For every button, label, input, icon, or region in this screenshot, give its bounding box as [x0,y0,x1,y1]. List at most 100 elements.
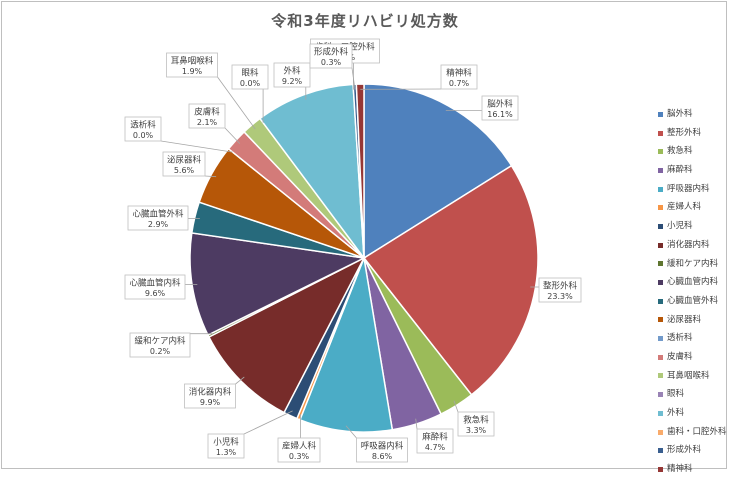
legend-label: 泌尿器科 [667,311,701,330]
data-label-percent: 2.9% [148,220,169,229]
legend-item-8: 消化器内科 [658,236,727,255]
legend-label: 歯科・口腔外科 [667,423,727,442]
legend-swatch [658,131,663,136]
data-label-name: 小児科 [213,437,239,448]
data-label-percent: 23.3% [547,292,573,301]
legend-swatch [658,392,663,397]
data-label-percent: 0.3% [289,452,310,461]
legend-swatch [658,373,663,378]
legend-item-5: 呼吸器内科 [658,180,727,199]
legend-item-12: 泌尿器科 [658,311,727,330]
data-label-name: 眼科 [241,68,259,79]
legend-item-19: 形成外科 [658,441,727,460]
legend-swatch [658,168,663,173]
legend-swatch [658,336,663,341]
data-label-percent: 8.6% [372,452,393,461]
legend-label: 眼科 [667,385,684,404]
data-label-name: 外科 [283,66,301,77]
legend-label: 精神科 [667,460,693,479]
legend-item-9: 緩和ケア内科 [658,255,727,274]
legend-swatch [658,224,663,229]
chart-legend: 脳外科整形外科救急科麻酔科呼吸器内科産婦人科小児科消化器内科緩和ケア内科心臓血管… [658,105,727,479]
legend-label: 小児科 [667,217,693,236]
data-label-name: 心臓血管内科 [129,278,181,289]
data-label-16: 眼科0.0% [232,65,268,89]
legend-swatch [658,187,663,192]
legend-item-3: 救急科 [658,142,727,161]
data-label-name: 皮膚科 [194,107,220,118]
legend-item-10: 心臓血管内科 [658,273,727,292]
data-label-name: 救急科 [463,415,489,426]
legend-item-1: 脳外科 [658,105,727,124]
legend-item-15: 耳鼻咽喉科 [658,367,727,386]
legend-item-20: 精神科 [658,460,727,479]
legend-swatch [658,448,663,453]
legend-item-13: 透析科 [658,329,727,348]
data-label-percent: 9.6% [145,289,166,298]
data-label-name: 泌尿器科 [167,155,202,166]
data-label-percent: 4.7% [425,443,446,452]
legend-item-6: 産婦人科 [658,198,727,217]
legend-swatch [658,411,663,416]
legend-item-2: 整形外科 [658,124,727,143]
legend-item-4: 麻酔科 [658,161,727,180]
legend-swatch [658,430,663,435]
legend-label: 心臓血管内科 [667,273,718,292]
data-label-percent: 0.3% [321,58,342,67]
legend-swatch [658,112,663,117]
data-label-name: 脳外科 [487,99,513,110]
legend-label: 透析科 [667,329,693,348]
data-label-17: 外科9.2% [274,63,310,87]
data-label-name: 麻酔科 [422,432,448,443]
data-label-percent: 2.1% [197,118,218,127]
legend-label: 産婦人科 [667,198,701,217]
data-label-percent: 0.7% [449,79,470,88]
legend-item-18: 歯科・口腔外科 [658,423,727,442]
data-label-name: 呼吸器内科 [361,441,404,452]
legend-label: 皮膚科 [667,348,693,367]
legend-label: 心臓血管外科 [667,292,718,311]
legend-label: 整形外科 [667,124,701,143]
data-label-name: 透析科 [130,120,156,131]
data-label-name: 整形外科 [543,281,578,292]
legend-item-11: 心臓血管外科 [658,292,727,311]
data-label-percent: 3.3% [466,426,487,435]
legend-swatch [658,467,663,472]
legend-label: 形成外科 [667,441,701,460]
leader-line-14 [225,128,240,144]
data-label-name: 消化器内科 [189,387,232,398]
legend-label: 麻酔科 [667,161,693,180]
data-label-percent: 9.2% [282,77,303,86]
legend-swatch [658,149,663,154]
legend-label: 緩和ケア内科 [667,255,718,274]
legend-swatch [658,317,663,322]
data-label-name: 産婦人科 [282,441,317,452]
legend-swatch [658,280,663,285]
legend-label: 消化器内科 [667,236,710,255]
data-label-name: 緩和ケア内科 [134,336,186,347]
legend-item-17: 外科 [658,404,727,423]
legend-label: 呼吸器内科 [667,180,710,199]
leader-line-13 [161,141,233,152]
data-label-percent: 0.0% [133,131,154,140]
data-label-name: 耳鼻咽喉科 [171,56,214,67]
data-label-name: 精神科 [446,68,472,79]
data-label-percent: 5.6% [174,166,195,175]
legend-item-16: 眼科 [658,385,727,404]
data-label-percent: 1.9% [182,67,203,76]
